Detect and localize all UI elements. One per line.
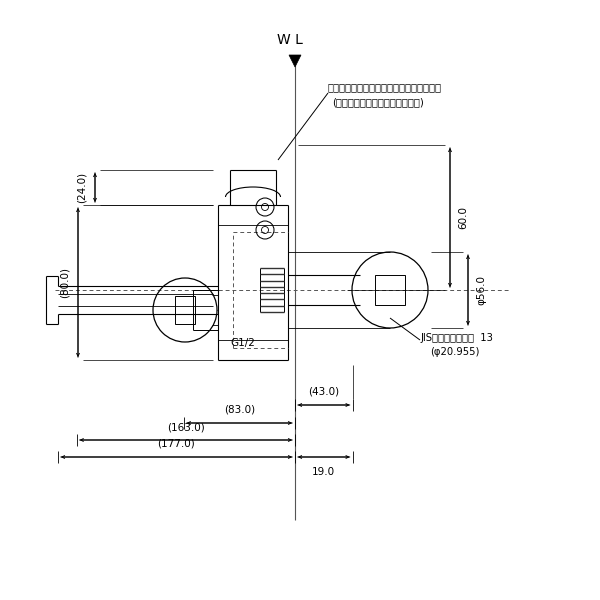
Text: JIS給水栓取付ねじ  13: JIS給水栓取付ねじ 13	[420, 333, 493, 343]
Text: この部分にシャワーセットを取付けます。: この部分にシャワーセットを取付けます。	[328, 82, 442, 92]
Text: (163.0): (163.0)	[167, 422, 205, 432]
Text: (83.0): (83.0)	[224, 405, 255, 415]
Text: (シャワーセットは添付図面参照): (シャワーセットは添付図面参照)	[332, 97, 424, 107]
Bar	[375, 275, 405, 305]
Text: (24.0): (24.0)	[77, 172, 87, 203]
Text: φ56.0: φ56.0	[476, 275, 486, 305]
Text: G1/2: G1/2	[230, 338, 255, 348]
Polygon shape	[289, 55, 301, 67]
Text: (80.0): (80.0)	[60, 267, 70, 298]
Text: (φ20.955): (φ20.955)	[430, 347, 479, 357]
Text: 60.0: 60.0	[458, 206, 468, 229]
Text: 19.0: 19.0	[312, 467, 335, 477]
Text: (177.0): (177.0)	[158, 439, 196, 449]
Text: W L: W L	[277, 33, 303, 47]
Text: (43.0): (43.0)	[308, 387, 340, 397]
Bar	[175, 296, 195, 324]
